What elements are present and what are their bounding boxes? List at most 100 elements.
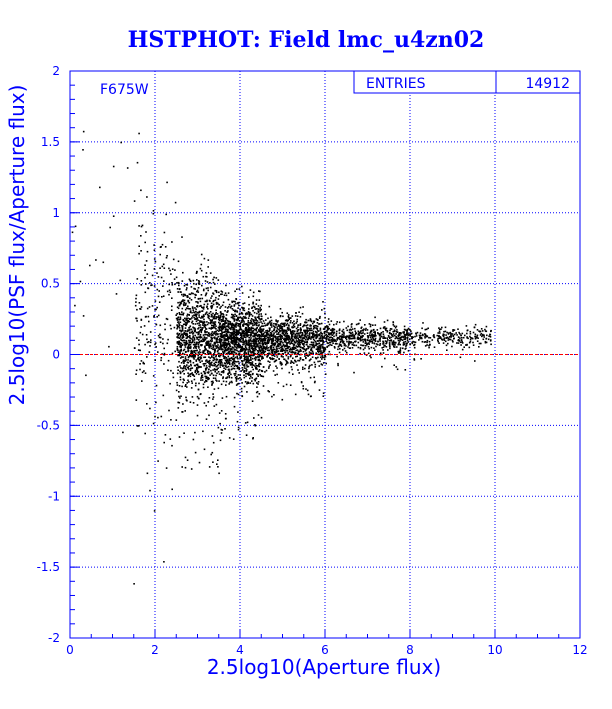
scatter-point xyxy=(395,337,398,339)
scatter-point xyxy=(150,284,152,287)
scatter-point xyxy=(252,327,254,330)
scatter-point xyxy=(254,337,257,339)
scatter-point xyxy=(179,349,181,352)
scatter-point xyxy=(227,329,229,332)
scatter-point xyxy=(337,362,339,365)
scatter-point xyxy=(272,335,275,337)
scatter-point xyxy=(257,381,260,383)
scatter-point xyxy=(319,360,321,363)
scatter-point xyxy=(292,351,295,353)
scatter-point xyxy=(178,312,181,314)
scatter-point xyxy=(239,323,242,325)
scatter-point xyxy=(227,365,230,368)
scatter-point xyxy=(168,409,170,412)
scatter-point xyxy=(215,354,217,357)
scatter-point xyxy=(230,380,233,383)
scatter-point xyxy=(163,354,166,356)
scatter-point xyxy=(407,334,410,336)
scatter-point xyxy=(241,285,243,288)
scatter-point xyxy=(189,293,192,296)
scatter-point xyxy=(163,352,166,355)
scatter-point xyxy=(366,339,369,341)
scatter-point xyxy=(235,349,237,351)
scatter-point xyxy=(316,335,318,338)
scatter-point xyxy=(218,360,220,363)
scatter-point xyxy=(481,330,484,332)
scatter-point xyxy=(215,309,217,312)
scatter-point xyxy=(257,345,259,348)
scatter-point xyxy=(200,344,203,346)
scatter-point xyxy=(226,334,228,336)
scatter-point xyxy=(489,340,492,342)
scatter-point xyxy=(207,340,209,343)
scatter-point xyxy=(390,339,392,342)
scatter-point xyxy=(239,316,241,319)
scatter-point xyxy=(160,357,163,359)
scatter-point xyxy=(241,319,243,322)
scatter-point xyxy=(276,330,278,333)
scatter-point xyxy=(191,372,193,374)
scatter-point xyxy=(250,313,253,316)
scatter-point xyxy=(249,329,251,332)
scatter-point xyxy=(217,353,220,355)
scatter-point xyxy=(270,347,272,349)
scatter-point xyxy=(305,325,308,327)
scatter-point xyxy=(82,149,84,151)
scatter-point xyxy=(336,330,338,333)
scatter-point xyxy=(153,268,156,270)
scatter-point xyxy=(234,324,236,327)
scatter-point xyxy=(181,329,183,332)
scatter-point xyxy=(239,308,241,311)
scatter-point xyxy=(462,336,465,339)
scatter-point xyxy=(481,335,483,338)
scatter-point xyxy=(318,345,320,347)
scatter-point xyxy=(312,335,314,337)
scatter-point xyxy=(224,317,227,320)
scatter-point xyxy=(257,337,259,340)
scatter-point xyxy=(220,383,223,386)
scatter-point xyxy=(305,341,307,343)
scatter-point xyxy=(370,340,373,343)
scatter-point xyxy=(287,346,289,348)
scatter-point xyxy=(258,359,260,362)
scatter-point xyxy=(251,380,253,382)
scatter-point xyxy=(240,370,242,372)
scatter-point xyxy=(349,334,352,337)
scatter-point xyxy=(199,334,202,336)
scatter-point xyxy=(213,331,216,333)
scatter-point xyxy=(239,356,241,358)
scatter-point xyxy=(295,345,298,347)
scatter-point xyxy=(154,343,156,346)
scatter-point xyxy=(442,335,445,338)
scatter-point xyxy=(217,344,219,346)
scatter-point xyxy=(275,319,277,321)
scatter-point xyxy=(302,348,305,350)
scatter-point xyxy=(164,323,166,325)
scatter-point xyxy=(206,321,208,323)
scatter-point xyxy=(214,313,217,315)
scatter-point xyxy=(185,332,188,335)
scatter-point xyxy=(241,321,243,323)
scatter-point xyxy=(201,328,203,331)
scatter-point xyxy=(276,321,279,323)
scatter-point xyxy=(331,330,333,332)
scatter-point xyxy=(265,346,268,349)
scatter-point xyxy=(236,319,238,322)
scatter-point xyxy=(274,352,276,355)
scatter-point xyxy=(179,378,182,381)
scatter-point xyxy=(183,362,185,364)
scatter-point xyxy=(319,340,322,342)
scatter-point xyxy=(254,306,256,309)
scatter-point xyxy=(419,332,422,334)
scatter-point xyxy=(310,395,312,397)
scatter-point xyxy=(313,325,315,327)
scatter-point xyxy=(351,331,354,334)
scatter-point xyxy=(206,306,208,309)
scatter-point xyxy=(144,372,147,374)
scatter-point xyxy=(239,339,242,341)
scatter-point xyxy=(222,327,225,330)
scatter-point xyxy=(178,284,180,287)
scatter-point xyxy=(327,318,330,320)
scatter-point xyxy=(424,341,427,343)
scatter-point xyxy=(202,383,205,386)
